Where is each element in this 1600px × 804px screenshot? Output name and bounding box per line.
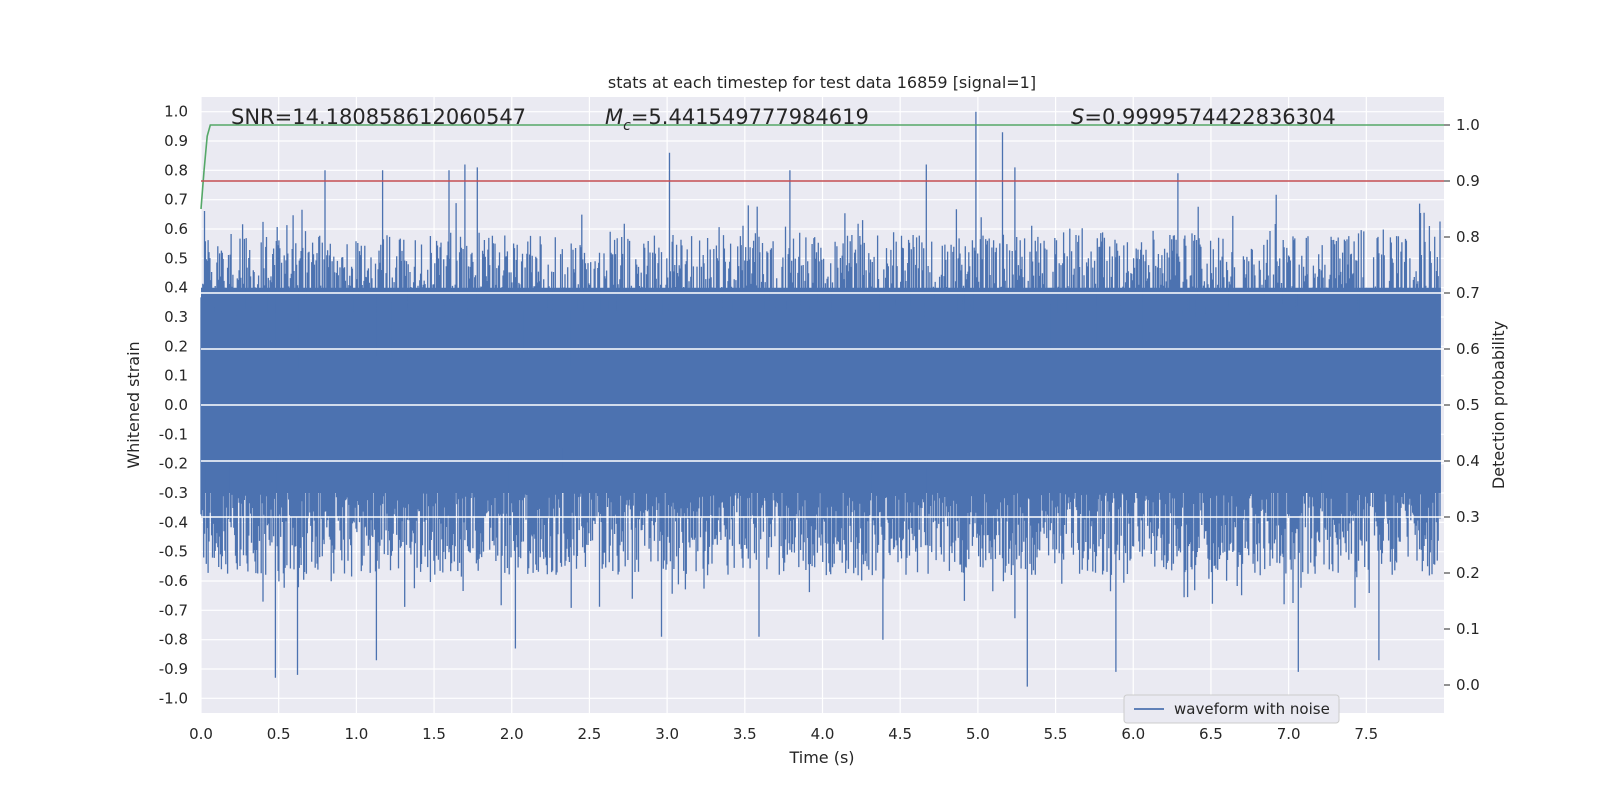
y-tick-label-left: 0.4 [164,279,188,297]
y-tick-label-left: -0.8 [159,631,188,649]
mc-subscript: c [623,118,631,134]
y-tick-label-right: 0.6 [1456,340,1480,358]
x-tick-label: 7.5 [1354,725,1378,743]
chart-title: stats at each timestep for test data 168… [608,73,1036,92]
legend-box [1123,694,1340,724]
y-tick-label-left: -0.3 [159,484,188,502]
y-axis-label-right: Detection probability [1489,321,1508,489]
y-tick-label-left: 0.8 [164,161,188,179]
waveform-series [200,111,1441,687]
y-tick-label-left: 0.7 [164,191,188,209]
y-tick-label-right: 0.9 [1456,172,1480,190]
y-tick-label-left: -0.6 [159,572,188,590]
x-tick-label: 5.5 [1044,725,1068,743]
x-tick-label: 4.5 [888,725,912,743]
x-axis-label: Time (s) [788,748,854,767]
x-tick-label: 7.0 [1277,725,1301,743]
snr-annotation: SNR=14.180858612060547 [231,105,526,129]
s-value: =0.9999574422836304 [1084,105,1335,129]
x-tick-label: 3.0 [655,725,679,743]
legend-label-waveform: waveform with noise [1174,700,1330,718]
x-tick-label: 0.5 [267,725,291,743]
ticks: 0.0 0.5 1.0 1.5 2.0 2.5 3.0 3.5 4.0 4.5 5.0 5.5 6.0 6… [159,103,1480,743]
y-axis-label-left: Whitened strain [124,341,143,468]
y-tick-label-right: 0.5 [1456,396,1480,414]
legend: waveform with noise [1123,694,1340,724]
series-layer [200,111,1444,687]
y-tick-label-left: 0.2 [164,337,188,355]
y-tick-label-left: 0.9 [164,132,188,150]
detection-probability-line [200,124,1444,210]
y-tick-label-left: 0.3 [164,308,188,326]
y-tick-label-left: -0.5 [159,543,188,561]
y-tick-label-left: 0.0 [164,396,188,414]
y-tick-label-right: 0.7 [1456,284,1480,302]
snr-label: SNR= [231,105,292,129]
x-tick-label: 1.5 [422,725,446,743]
x-tick-label: 4.0 [811,725,835,743]
y-tick-label-left: -0.2 [159,455,188,473]
s-annotation: S=0.9999574422836304 [1071,105,1336,129]
y-tick-label-right: 0.4 [1456,452,1480,470]
y-tick-label-right: 0.1 [1456,620,1480,638]
mc-symbol: M [605,105,623,129]
y-tick-label-right: 0.3 [1456,508,1480,526]
y-tick-label-right: 0.2 [1456,564,1480,582]
y-tick-label-right: 0.0 [1456,676,1480,694]
y-tick-label-left: -1.0 [159,689,188,707]
mc-value: =5.441549777984619 [631,105,869,129]
x-tick-label: 3.5 [733,725,757,743]
y-tick-label-left: 0.6 [164,220,188,238]
x-tick-label: 6.0 [1121,725,1145,743]
chirp-mass-annotation: Mc=5.441549777984619 [605,105,869,134]
y-tick-label-left: -0.4 [159,513,188,531]
x-tick-label: 6.5 [1199,725,1223,743]
s-symbol: S [1071,105,1084,129]
y-tick-label-left: 0.5 [164,249,188,267]
x-tick-label: 2.5 [578,725,602,743]
x-tick-label: 2.0 [500,725,524,743]
x-tick-label: 0.0 [189,725,213,743]
y-tick-label-right: 1.0 [1456,116,1480,134]
y-tick-label-left: -0.9 [159,660,188,678]
x-tick-label: 1.0 [344,725,368,743]
y-tick-label-left: -0.1 [159,425,188,443]
snr-value: 14.180858612060547 [292,105,526,129]
y-tick-label-left: 0.1 [164,367,188,385]
y-tick-label-left: 1.0 [164,103,188,121]
y-tick-label-right: 0.8 [1456,228,1480,246]
x-tick-label: 5.0 [966,725,990,743]
y-tick-label-left: -0.7 [159,601,188,619]
